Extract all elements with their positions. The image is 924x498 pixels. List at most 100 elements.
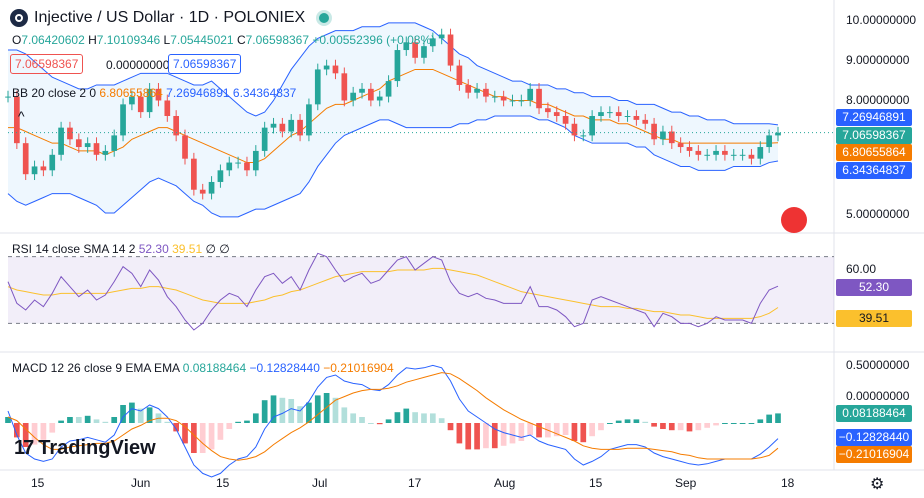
spread-value: 0.00000000 (106, 58, 170, 72)
candle-body (421, 46, 427, 58)
date-tick: 15 (589, 476, 603, 490)
macd-signal-line (7, 372, 779, 461)
candle-body (22, 143, 29, 175)
candle-body (757, 147, 764, 159)
candle-body (615, 112, 622, 116)
macd-histogram-bar (226, 423, 233, 429)
candle-body (40, 166, 47, 171)
bb-lower-value: 6.34364837 (232, 86, 297, 100)
macd-histogram-bar (84, 415, 91, 423)
candle-body (633, 116, 640, 120)
rsi-legend[interactable]: RSI 14 close SMA 14 2 52.30 39.51 ∅ ∅ (12, 242, 230, 256)
candle-body (155, 88, 162, 101)
macd-histogram-bar (606, 423, 613, 424)
candle-body (385, 81, 392, 97)
candle-body (518, 100, 525, 102)
macd-line (7, 364, 779, 478)
collapse-chevron-icon[interactable]: ^ (18, 108, 25, 124)
candle-body (129, 96, 135, 105)
macd-histogram-bar (668, 423, 675, 431)
macd-histogram-bar (722, 423, 728, 424)
candle-body (429, 38, 436, 47)
rsi-sma-line (7, 267, 779, 319)
candle-body (686, 147, 693, 151)
rsi-na-2: ∅ (219, 242, 230, 256)
macd-histogram-bar (757, 419, 764, 423)
date-tick: Sep (675, 476, 697, 490)
macd-histogram-bar (137, 408, 144, 423)
candle-body (509, 100, 516, 102)
candle-body (75, 139, 82, 148)
macd-histogram-bar (491, 423, 498, 449)
rsi-tag: 52.30 (836, 279, 912, 296)
injective-logo-icon (10, 9, 28, 27)
date-tick: Jun (131, 476, 151, 490)
candle-body (695, 150, 702, 155)
macd-histogram-bar (306, 402, 312, 423)
macd-label: MACD 12 26 close 9 EMA EMA (12, 361, 180, 375)
macd-histogram-bar (429, 413, 436, 423)
bb-upper-value: 7.26946891 (166, 86, 230, 100)
macd-histogram-bar (748, 423, 755, 424)
macd-histogram-bar (571, 423, 578, 441)
macd-histogram-bar (412, 412, 418, 423)
candle-body (580, 135, 587, 137)
candle-body (606, 112, 613, 114)
macd-histogram-bar (173, 423, 180, 432)
rsi-sma-tag: 39.51 (836, 310, 912, 327)
macd-histogram-bar (403, 408, 410, 423)
macd-hist-value: 0.08188464 (182, 361, 247, 375)
candle-body (120, 104, 126, 136)
macd-histogram-bar (730, 423, 737, 424)
candle-body (704, 154, 711, 156)
macd-histogram-bar (208, 423, 215, 450)
candle-body (677, 143, 684, 148)
macd-histogram-bar (739, 423, 746, 424)
macd-legend[interactable]: MACD 12 26 close 9 EMA EMA 0.08188464 −0… (12, 361, 394, 375)
symbol-title[interactable]: Injective / US Dollar · 1D · POLONIEX (34, 9, 306, 26)
macd-histogram-bar (775, 413, 781, 423)
macd-histogram-bar (686, 423, 693, 432)
candle-body (93, 143, 100, 155)
macd-histogram-bar (580, 423, 587, 443)
macd-histogram-bar (332, 397, 339, 423)
ohlc-open-key: O (12, 33, 22, 47)
macd-histogram-bar (500, 423, 507, 446)
macd-histogram-bar (244, 420, 250, 423)
candle-body (137, 96, 144, 113)
settings-gear-icon[interactable]: ⚙ (870, 476, 885, 493)
rsi-line (7, 252, 779, 331)
date-tick: 18 (781, 476, 795, 490)
us-flag-icon[interactable] (781, 207, 807, 233)
macd-histogram-bar (766, 414, 772, 423)
macd-histogram-bar (261, 400, 268, 423)
sell-price-button[interactable]: 7.06598367 (10, 54, 84, 74)
bb-legend[interactable]: BB 20 close 2 0 6.80655864 7.26946891 6.… (12, 86, 296, 100)
price-tick-10: 10.00000000 (846, 13, 917, 27)
bb-basis-line (8, 68, 779, 164)
macd-histogram-bar (314, 395, 321, 423)
candle-body (571, 123, 578, 136)
buy-price-button[interactable]: 7.06598367 (168, 54, 242, 74)
candle-body (536, 88, 542, 109)
macd-histogram-bar (483, 423, 489, 449)
candle-body (642, 119, 649, 124)
macd-tick-0-5: 0.50000000 (846, 358, 910, 372)
macd-histogram-bar (553, 423, 560, 437)
macd-histogram-bar (164, 421, 171, 423)
candle-body (306, 104, 312, 136)
macd-histogram-bar (598, 423, 604, 431)
macd-histogram-bar (589, 423, 595, 437)
macd-histogram-bar (704, 423, 711, 428)
rsi-sma-value: 39.51 (172, 242, 203, 256)
candle-body (668, 131, 675, 144)
symbol-title-row[interactable]: Injective / US Dollar · 1D · POLONIEX (10, 9, 330, 27)
macd-histogram-bar (297, 406, 303, 423)
macd-histogram-bar (22, 423, 29, 447)
macd-histogram-bar (40, 423, 47, 440)
last-price-tag: 7.06598367 (836, 127, 912, 144)
candle-body (491, 96, 498, 98)
ohlc-high-key: H (88, 33, 97, 47)
candle-body (270, 123, 277, 128)
